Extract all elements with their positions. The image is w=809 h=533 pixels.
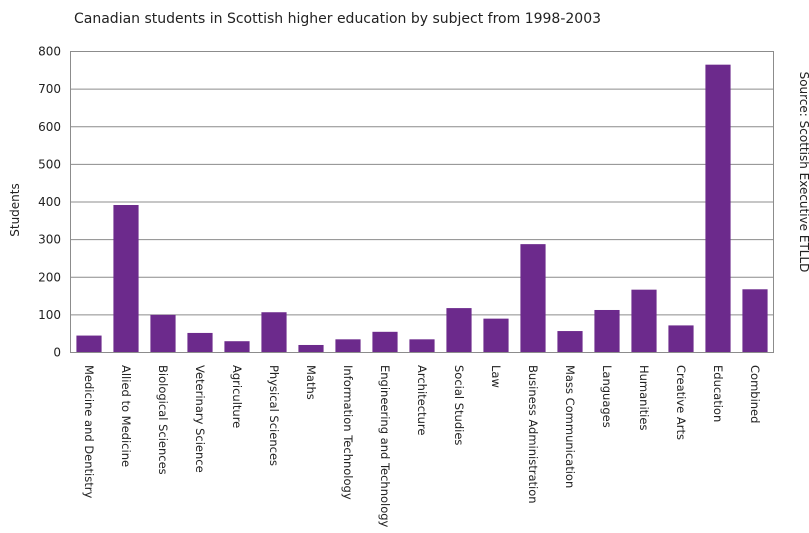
x-tick-label: Combined bbox=[748, 365, 762, 423]
bar bbox=[298, 344, 324, 353]
bar bbox=[631, 289, 657, 353]
bar bbox=[483, 318, 509, 353]
x-tick-label: Biological Sciences bbox=[156, 365, 170, 475]
y-tick-label: 500 bbox=[38, 157, 61, 171]
bar bbox=[668, 325, 694, 353]
x-tick-label: Business Administration bbox=[526, 365, 540, 504]
x-tick-label: Physical Sciences bbox=[267, 365, 281, 466]
bar bbox=[150, 314, 176, 353]
x-tick-label: Languages bbox=[600, 365, 614, 428]
x-tick-label: Maths bbox=[304, 365, 318, 400]
x-tick-label: Information Technology bbox=[341, 365, 355, 500]
y-axis-ticks: 0 100 200 300 400 500 600 700 800 bbox=[38, 45, 61, 360]
chart-title: Canadian students in Scottish higher edu… bbox=[74, 11, 601, 27]
x-tick-label: Veterinary Science bbox=[193, 365, 207, 473]
x-tick-label: Engineering and Technology bbox=[378, 365, 392, 528]
x-tick-label: Agriculture bbox=[230, 365, 244, 428]
y-tick-label: 100 bbox=[38, 308, 61, 322]
x-tick-label: Education bbox=[711, 365, 725, 422]
y-axis-title: Students bbox=[8, 183, 22, 237]
bar bbox=[705, 64, 731, 353]
y-tick-label: 700 bbox=[38, 82, 61, 96]
y-tick-label: 300 bbox=[38, 233, 61, 247]
bar bbox=[113, 205, 139, 353]
gridlines bbox=[70, 88, 774, 316]
bars bbox=[76, 64, 768, 353]
y-tick-label: 600 bbox=[38, 120, 61, 134]
bar bbox=[224, 341, 250, 353]
bar bbox=[187, 332, 213, 353]
bar bbox=[261, 312, 287, 353]
bar bbox=[520, 244, 546, 353]
y-tick-label: 0 bbox=[53, 346, 61, 360]
x-tick-label: Medicine and Dentistry bbox=[82, 365, 96, 498]
y-tick-label: 200 bbox=[38, 270, 61, 284]
bar bbox=[372, 331, 398, 353]
bar bbox=[594, 309, 620, 353]
x-tick-label: Allied to Medicine bbox=[119, 365, 133, 467]
plot-frame bbox=[70, 51, 774, 353]
x-tick-label: Mass Communication bbox=[563, 365, 577, 488]
bar bbox=[409, 339, 435, 353]
x-tick-label: Humanities bbox=[637, 365, 651, 430]
bar bbox=[76, 335, 102, 353]
x-tick-label: Creative Arts bbox=[674, 365, 688, 440]
bar bbox=[557, 331, 583, 353]
bar bbox=[742, 289, 768, 353]
y-tick-label: 800 bbox=[38, 45, 61, 59]
x-axis-labels: Medicine and Dentistry Allied to Medicine… bbox=[82, 365, 762, 528]
source-note: Source: Scottish Executive ETLLD bbox=[797, 72, 809, 273]
bar bbox=[335, 339, 361, 353]
x-tick-label: Law bbox=[489, 365, 503, 388]
x-tick-label: Architecture bbox=[415, 365, 429, 435]
bar bbox=[446, 308, 472, 353]
y-tick-label: 400 bbox=[38, 195, 61, 209]
x-tick-label: Social Studies bbox=[452, 365, 466, 445]
